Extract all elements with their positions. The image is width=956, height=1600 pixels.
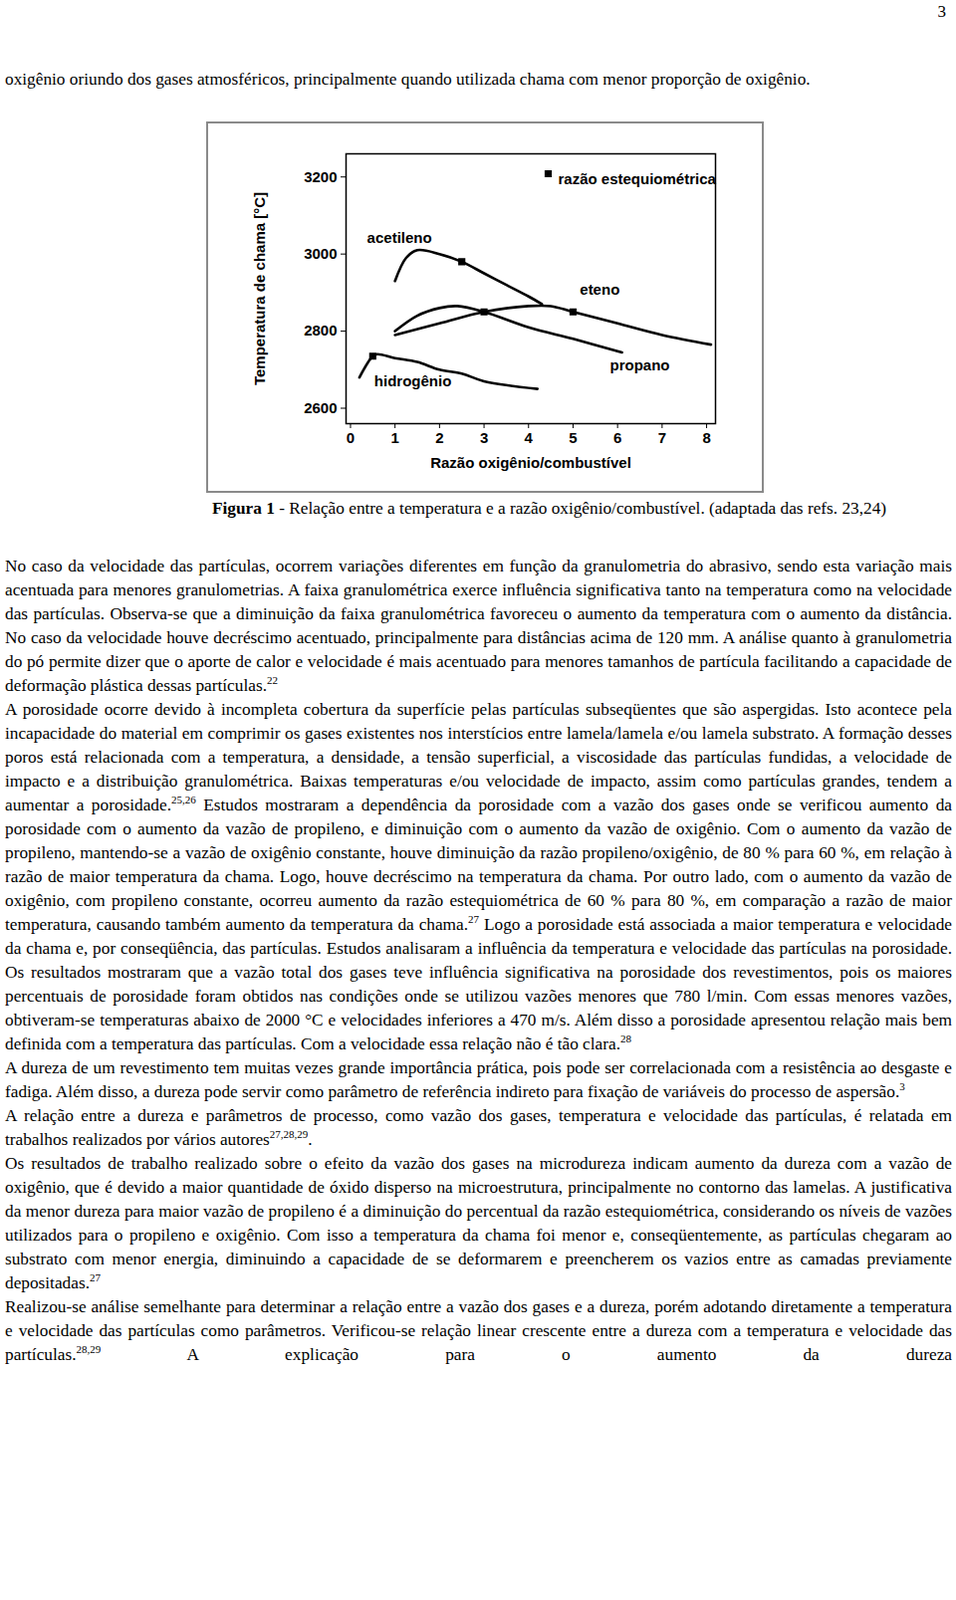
html-text:Realizou-se análise semelhante: Realizou-se análise semelhante para dete… bbox=[4, 1297, 953, 1365]
html-text:A porosidade ocorre devido à i: A porosidade ocorre devido à incompleta … bbox=[4, 700, 953, 1054]
svg-text:3: 3 bbox=[479, 429, 488, 447]
svg-text:1: 1 bbox=[390, 429, 399, 447]
html-text:A dureza de um revestimento te: A dureza de um revestimento tem muitas v… bbox=[4, 1058, 953, 1102]
svg-text:propano: propano bbox=[610, 356, 671, 374]
html-text:3: 3 bbox=[937, 1, 947, 21]
svg-text:3200: 3200 bbox=[303, 168, 337, 186]
svg-text:5: 5 bbox=[568, 429, 577, 447]
svg-text:razão estequiométrica: razão estequiométrica bbox=[558, 170, 717, 188]
html-text:Figura 1 - Relação entre a tem: Figura 1 - Relação entre a temperatura e… bbox=[212, 498, 887, 518]
html-text:oxigênio oriundo dos gases atm: oxigênio oriundo dos gases atmosféricos,… bbox=[4, 69, 811, 89]
svg-text:3000: 3000 bbox=[303, 244, 337, 262]
svg-text:acetileno: acetileno bbox=[367, 229, 433, 246]
html-text:No caso da velocidade das part: No caso da velocidade das partículas, oc… bbox=[4, 556, 953, 696]
svg-text:Temperatura de chama [°C]: Temperatura de chama [°C] bbox=[250, 192, 268, 386]
html-text:A relação entre a dureza e par: A relação entre a dureza e parâmetros de… bbox=[4, 1106, 953, 1150]
svg-text:eteno: eteno bbox=[579, 280, 620, 298]
html-text:Os resultados de trabalho real: Os resultados de trabalho realizado sobr… bbox=[4, 1154, 953, 1293]
svg-text:2: 2 bbox=[435, 429, 444, 447]
svg-text:hidrogênio: hidrogênio bbox=[374, 372, 453, 390]
svg-text:6: 6 bbox=[613, 429, 622, 447]
svg-text:0: 0 bbox=[346, 429, 355, 447]
svg-text:2800: 2800 bbox=[303, 321, 337, 339]
svg-text:Razão oxigênio/combustível: Razão oxigênio/combustível bbox=[430, 454, 632, 472]
svg-text:4: 4 bbox=[524, 429, 534, 447]
svg-text:8: 8 bbox=[702, 429, 711, 447]
svg-text:2600: 2600 bbox=[303, 399, 337, 417]
svg-text:7: 7 bbox=[658, 429, 667, 447]
